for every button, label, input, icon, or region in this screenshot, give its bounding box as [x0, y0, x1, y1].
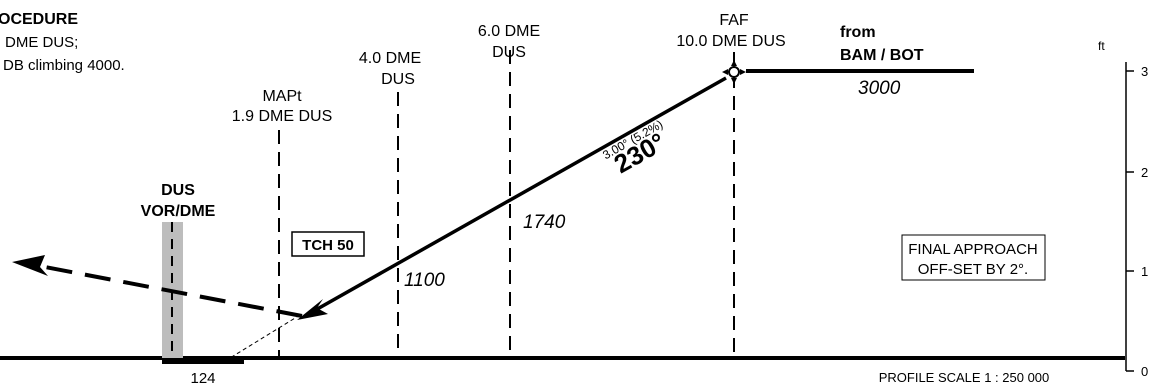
from-route: BAM / BOT: [840, 47, 924, 64]
note-box: [901, 234, 1046, 281]
runway-bar: [162, 356, 244, 364]
dme6-line1: 6.0 DME: [478, 23, 540, 40]
procedure-line1: DME DUS;: [5, 34, 78, 51]
station-type: VOR/DME: [141, 203, 216, 220]
tch-label: TCH 50: [302, 237, 354, 254]
faf-maltese-cross-icon: [722, 60, 746, 84]
procedure-line2: DB climbing 4000.: [3, 57, 125, 74]
note-line2: OFF-SET BY 2°.: [918, 261, 1028, 278]
glidepath-arrowhead: [297, 299, 328, 320]
ruler-mark-3: 3: [1141, 64, 1148, 79]
faf-dme: 10.0 DME DUS: [676, 33, 785, 50]
dme4-line2: DUS: [381, 71, 415, 88]
mapt-dme: 1.9 DME DUS: [232, 108, 332, 125]
ruler-mark-2: 2: [1141, 165, 1148, 180]
note-line1: FINAL APPROACH: [908, 241, 1037, 258]
profile-scale: PROFILE SCALE 1 : 250 000: [879, 370, 1050, 385]
missed-approach-line: [44, 265, 303, 318]
glidepath-extension: [229, 314, 301, 359]
ruler-unit: ft: [1098, 39, 1105, 53]
altitude-6dme: 1740: [523, 212, 566, 233]
ruler-mark-0: 0: [1141, 364, 1148, 379]
altitude-4dme: 1100: [404, 270, 445, 291]
glidepath-line: [311, 76, 727, 314]
from-altitude: 3000: [858, 78, 901, 99]
from-label: from: [840, 24, 876, 41]
missed-approach-arrowhead: [12, 255, 48, 276]
faf-name: FAF: [719, 12, 749, 29]
dme4-line1: 4.0 DME: [359, 50, 421, 67]
tch-box: [291, 231, 365, 257]
station-name: DUS: [161, 182, 195, 199]
mapt-name: MAPt: [262, 88, 302, 105]
dme6-line2: DUS: [492, 44, 526, 61]
runway-elevation: 124: [190, 370, 215, 385]
ruler-mark-1: 1: [1141, 264, 1148, 279]
procedure-title: OCEDURE: [0, 11, 78, 28]
